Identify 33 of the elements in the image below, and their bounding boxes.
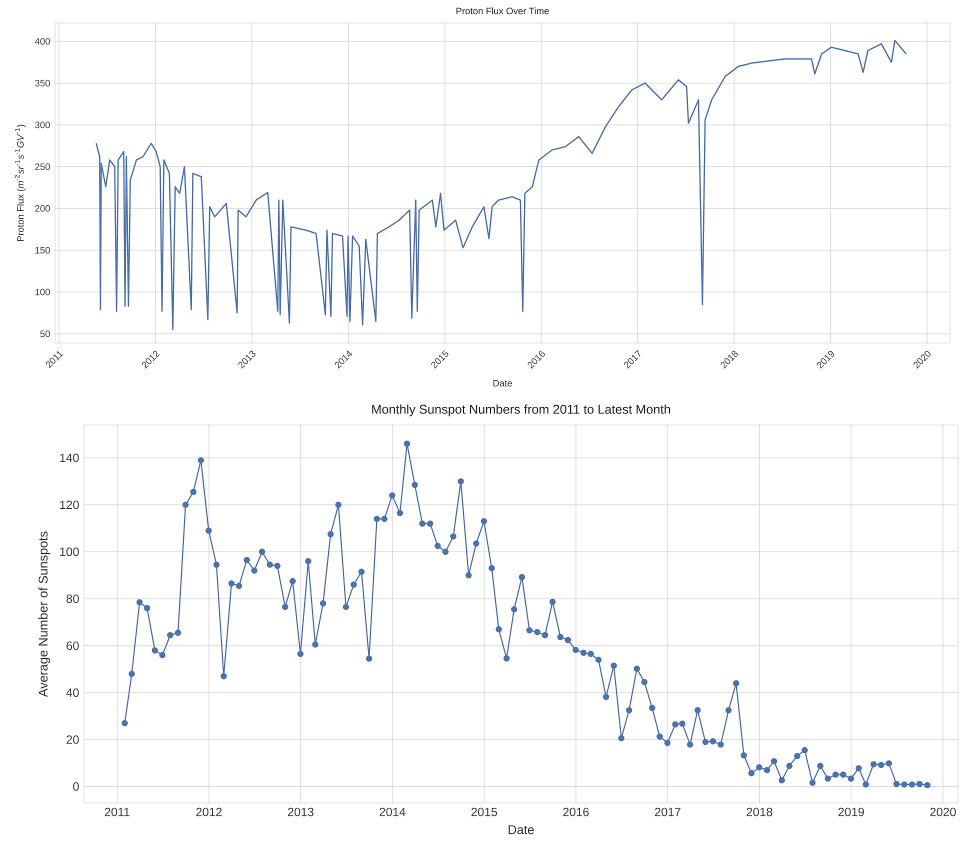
x-axis-title: Date bbox=[508, 825, 534, 834]
y-tick-label: 100 bbox=[60, 548, 79, 556]
y-tick-label: 0 bbox=[73, 782, 79, 791]
y-tick-label: 120 bbox=[60, 500, 79, 510]
y-tick-label: 80 bbox=[66, 594, 79, 603]
y-tick-label: 140 bbox=[60, 454, 79, 462]
y-axis-title: Average Number of Sunspots bbox=[38, 532, 50, 697]
x-tick-label: 2014 bbox=[380, 808, 406, 816]
y-tick-label: 300 bbox=[35, 122, 50, 128]
x-tick-label: 2018 bbox=[746, 808, 772, 816]
x-tick-label: 2012 bbox=[196, 808, 222, 816]
y-tick-label: 50 bbox=[40, 330, 50, 338]
x-tick-label: 2016 bbox=[563, 808, 589, 816]
y-tick-label: 250 bbox=[35, 163, 50, 170]
text: Proton Flux (m$^{-2}$sr$^{-1}$s$^{-1}$GV$^{-1}$) bbox=[14, 124, 26, 242]
y-tick-label: 100 bbox=[35, 288, 50, 296]
y-tick-label: 20 bbox=[66, 735, 79, 744]
x-axis-title: Date bbox=[493, 380, 512, 387]
y-tick-label: 60 bbox=[66, 641, 79, 650]
y-tick-label: 200 bbox=[35, 205, 50, 212]
chart-title: Monthly Sunspot Numbers from 2011 to Latest Month bbox=[372, 404, 670, 416]
y-tick-label: 150 bbox=[35, 246, 50, 254]
x-tick-label: 2020 bbox=[930, 808, 956, 816]
y-tick-label: 40 bbox=[66, 688, 79, 697]
x-tick-label: 2015 bbox=[471, 808, 498, 816]
y-tick-label: 400 bbox=[34, 38, 50, 45]
chart-title: Proton Flux Over Time bbox=[456, 7, 549, 14]
x-tick-label: 2017 bbox=[654, 808, 680, 816]
line-series bbox=[96, 40, 907, 330]
y-tick-label: 350 bbox=[35, 80, 50, 86]
x-tick-label: 2019 bbox=[838, 808, 864, 816]
x-tick-label: 2011 bbox=[104, 808, 130, 816]
x-tick-label: 2013 bbox=[288, 808, 314, 816]
